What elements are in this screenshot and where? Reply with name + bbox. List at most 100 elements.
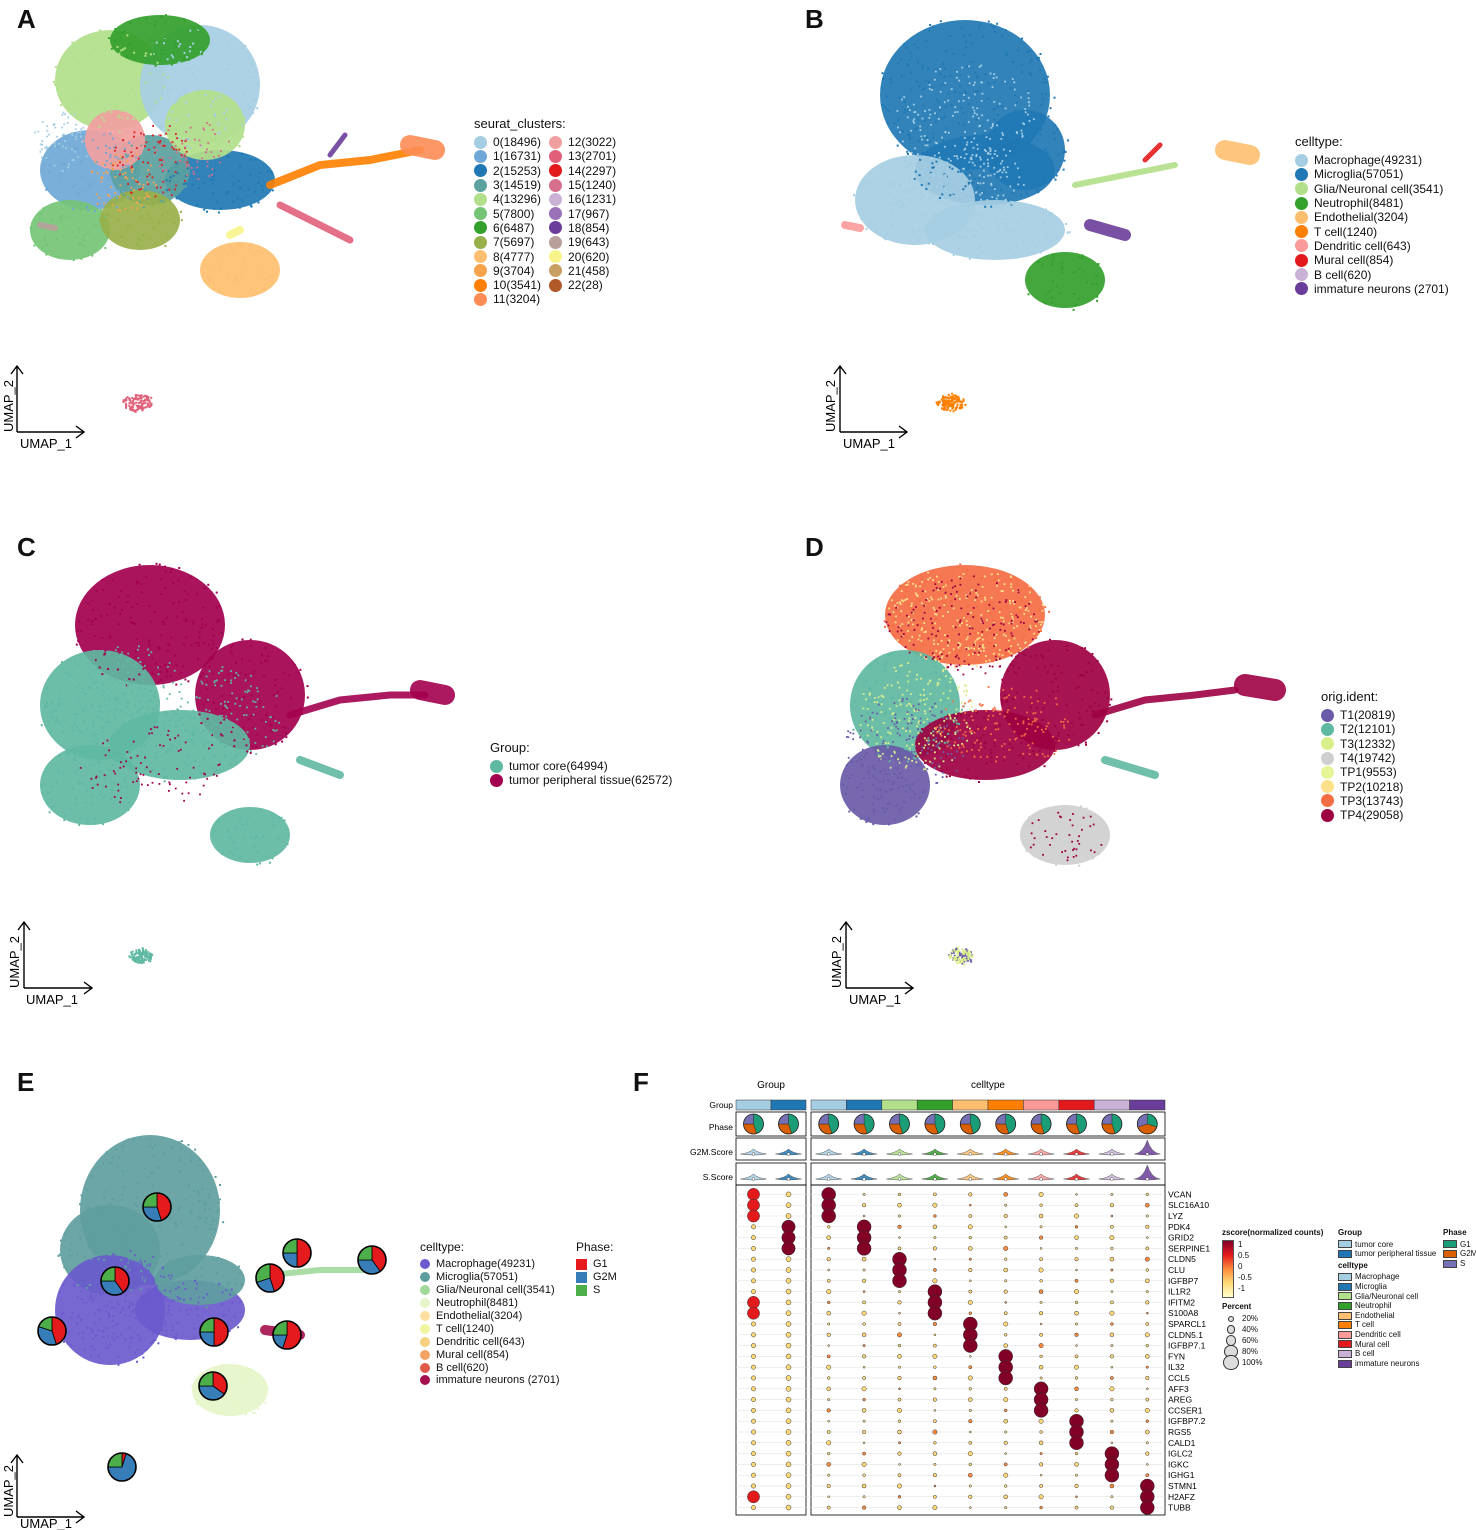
point-streak xyxy=(267,1267,373,1278)
legend-swatch xyxy=(1338,1292,1352,1301)
legend-item: TP4(29058) xyxy=(1321,808,1403,822)
legend-item: Microglia(57051) xyxy=(1295,167,1449,181)
legend-swatch xyxy=(474,164,487,178)
legend-item: Mural cell(854) xyxy=(420,1348,560,1361)
legend-item: 5(7800) xyxy=(474,206,541,221)
legend-label: Mural cell(854) xyxy=(1314,253,1394,268)
legend-label: Microglia(57051) xyxy=(436,1271,518,1284)
legend-swatch xyxy=(420,1362,430,1373)
legend-item: 17(967) xyxy=(549,206,616,221)
expression-dot xyxy=(968,1494,973,1499)
point-cluster xyxy=(915,710,1055,780)
legend-swatch xyxy=(420,1323,430,1334)
point-cloud xyxy=(935,392,967,413)
legend-label: T2(12101) xyxy=(1340,722,1396,737)
expression-dot xyxy=(751,1267,756,1273)
legend-label: Dendritic cell xyxy=(1355,1329,1401,1339)
legend-item: B cell(620) xyxy=(1295,267,1449,282)
legend-swatch xyxy=(549,264,563,278)
expression-dot xyxy=(1039,1376,1043,1380)
expression-dot xyxy=(897,1202,902,1208)
phase-mini-pie xyxy=(743,1113,764,1135)
expression-dot xyxy=(785,1332,792,1338)
expression-dot xyxy=(1146,1387,1149,1391)
legend-label: Glia/Neuronal cell(3541) xyxy=(436,1284,555,1297)
legend-swatch xyxy=(1295,182,1308,196)
phase-pie xyxy=(255,1263,285,1293)
expression-dot xyxy=(785,1461,792,1468)
point-cloud xyxy=(108,14,203,67)
expression-dot xyxy=(1104,1467,1120,1483)
expression-dot xyxy=(1145,1246,1150,1251)
expression-dot xyxy=(1144,1332,1150,1338)
expression-dot xyxy=(785,1494,792,1500)
legend-swatch xyxy=(1338,1273,1352,1282)
point-cloud xyxy=(948,946,974,966)
legend-swatch xyxy=(1338,1321,1352,1330)
expression-dot xyxy=(827,1419,830,1423)
panel-letter-b: B xyxy=(805,4,824,34)
legend-swatch xyxy=(1338,1240,1352,1249)
group-color-cell xyxy=(735,1099,772,1111)
legend-d-title: orig.ident: xyxy=(1321,689,1379,704)
legend-item: 20(620) xyxy=(549,249,616,264)
legend-label: 5(7800) xyxy=(493,206,535,221)
legend-swatch xyxy=(549,250,563,264)
point-cloud xyxy=(79,726,221,804)
expression-dot xyxy=(862,1429,867,1435)
legend-swatch xyxy=(549,149,563,163)
expression-dot xyxy=(1110,1224,1114,1229)
expression-dot xyxy=(1110,1192,1114,1196)
legend-swatch xyxy=(576,1271,587,1283)
expression-dot xyxy=(968,1235,972,1240)
expression-dot xyxy=(1074,1332,1079,1337)
expression-dot xyxy=(932,1429,938,1435)
legend-item: 22(28) xyxy=(549,278,616,292)
expression-dot xyxy=(751,1461,756,1467)
phase-mini-pie xyxy=(1136,1113,1158,1135)
point-streak xyxy=(841,221,864,232)
legend-item: T cell(1240) xyxy=(420,1322,560,1335)
umap-plot-a xyxy=(29,14,445,413)
legend-label: 6(6487) xyxy=(493,220,535,235)
expression-dot xyxy=(1074,1462,1079,1467)
expression-dot xyxy=(1110,1290,1114,1293)
phase-pie xyxy=(199,1317,229,1347)
expression-dot xyxy=(1074,1213,1079,1219)
legend-item: S xyxy=(576,1284,617,1297)
expression-dot xyxy=(826,1408,831,1413)
legend-label: Mural cell xyxy=(1355,1339,1390,1349)
expression-dot xyxy=(1074,1235,1079,1240)
expression-dot xyxy=(1038,1289,1044,1294)
expression-dot xyxy=(1039,1257,1043,1262)
expression-dot xyxy=(1003,1440,1008,1445)
legend-swatch xyxy=(474,149,487,163)
phase-legend-f: Phase G1 G2M S xyxy=(1443,1228,1476,1268)
expression-dot xyxy=(1146,1463,1149,1466)
legend-item: Neutrophil(8481) xyxy=(1295,196,1449,210)
expression-dot xyxy=(862,1344,866,1348)
expression-dot xyxy=(933,1441,937,1445)
legend-label: G1 xyxy=(1460,1239,1471,1249)
expression-dot xyxy=(932,1246,937,1251)
celltype-color-cell xyxy=(952,1099,989,1111)
point-cloud xyxy=(859,662,974,771)
expression-dot xyxy=(1109,1386,1115,1392)
percent-legend-item: 20% xyxy=(1222,1313,1323,1324)
legend-item: Microglia xyxy=(1338,1282,1436,1292)
legend-item: 9(3704) xyxy=(474,264,541,278)
expression-dot xyxy=(932,1397,937,1402)
legend-e: celltype: Macrophage(49231) Microglia(570… xyxy=(420,1240,560,1387)
celltype-color-cell xyxy=(1023,1099,1060,1111)
point-cluster xyxy=(85,110,145,170)
zscore-tick: -1 xyxy=(1238,1283,1246,1293)
legend-label: TP2(10218) xyxy=(1340,779,1404,794)
expression-dot xyxy=(1004,1484,1008,1488)
legend-swatch xyxy=(474,250,487,264)
legend-label: Macrophage(49231) xyxy=(1314,153,1423,168)
expression-dot xyxy=(827,1268,830,1272)
legend-label: TP4(29058) xyxy=(1340,808,1404,823)
legend-item: G1 xyxy=(1443,1240,1476,1250)
percent-legend-circle xyxy=(1228,1315,1234,1322)
legend-label: Dendritic cell(643) xyxy=(1314,238,1411,253)
